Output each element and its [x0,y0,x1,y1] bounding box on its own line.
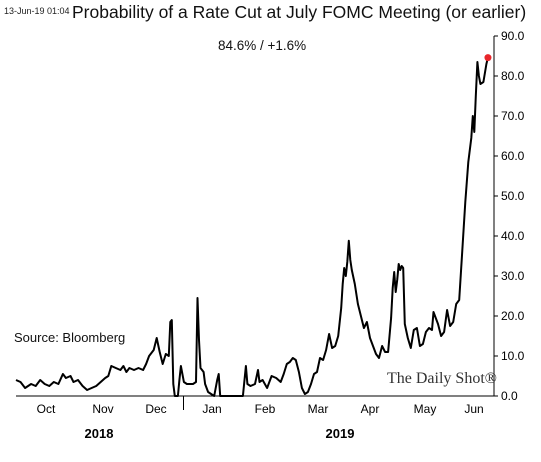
series-layer [15,54,492,397]
brand-watermark: The Daily Shot® [387,370,497,387]
x-month-label: Jan [202,402,221,416]
y-tick-label: 60.0 [501,149,525,163]
x-month-label: Apr [361,402,380,416]
x-month-label: Jun [464,402,483,416]
y-tick-label: 70.0 [501,109,525,123]
latest-point-marker [484,54,492,62]
series-line [15,57,489,397]
x-month-label: Oct [37,402,56,416]
y-tick-label: 30.0 [501,269,525,283]
y-tick-label: 40.0 [501,229,525,243]
latest-value-readout: 84.6% / +1.6% [218,38,307,53]
y-tick-label: 0.0 [501,389,518,403]
x-year-label: 2019 [326,426,355,441]
source-note: Source: Bloomberg [14,330,126,345]
y-axis-ticks: 0.0 10.0 20.0 30.0 40.0 50.0 60.0 70.0 80.0 90.0 [494,29,525,403]
x-month-label: Nov [92,402,113,416]
x-month-label: Dec [145,402,166,416]
chart-title: Probability of a Rate Cut at July FOMC M… [72,2,527,22]
x-month-label: Mar [308,402,329,416]
x-month-label: Feb [255,402,276,416]
y-tick-label: 50.0 [501,189,525,203]
y-tick-label: 20.0 [501,309,525,323]
chart-axes [16,36,495,410]
x-year-label: 2018 [85,426,114,441]
timestamp: 13-Jun-19 01:04 [4,6,70,16]
y-tick-label: 90.0 [501,29,525,43]
x-month-label: May [414,402,437,416]
y-tick-label: 80.0 [501,69,525,83]
x-axis-labels: Oct Nov Dec Jan Feb Mar Apr May Jun 2018 2019 [37,402,484,441]
y-tick-label: 10.0 [501,349,525,363]
